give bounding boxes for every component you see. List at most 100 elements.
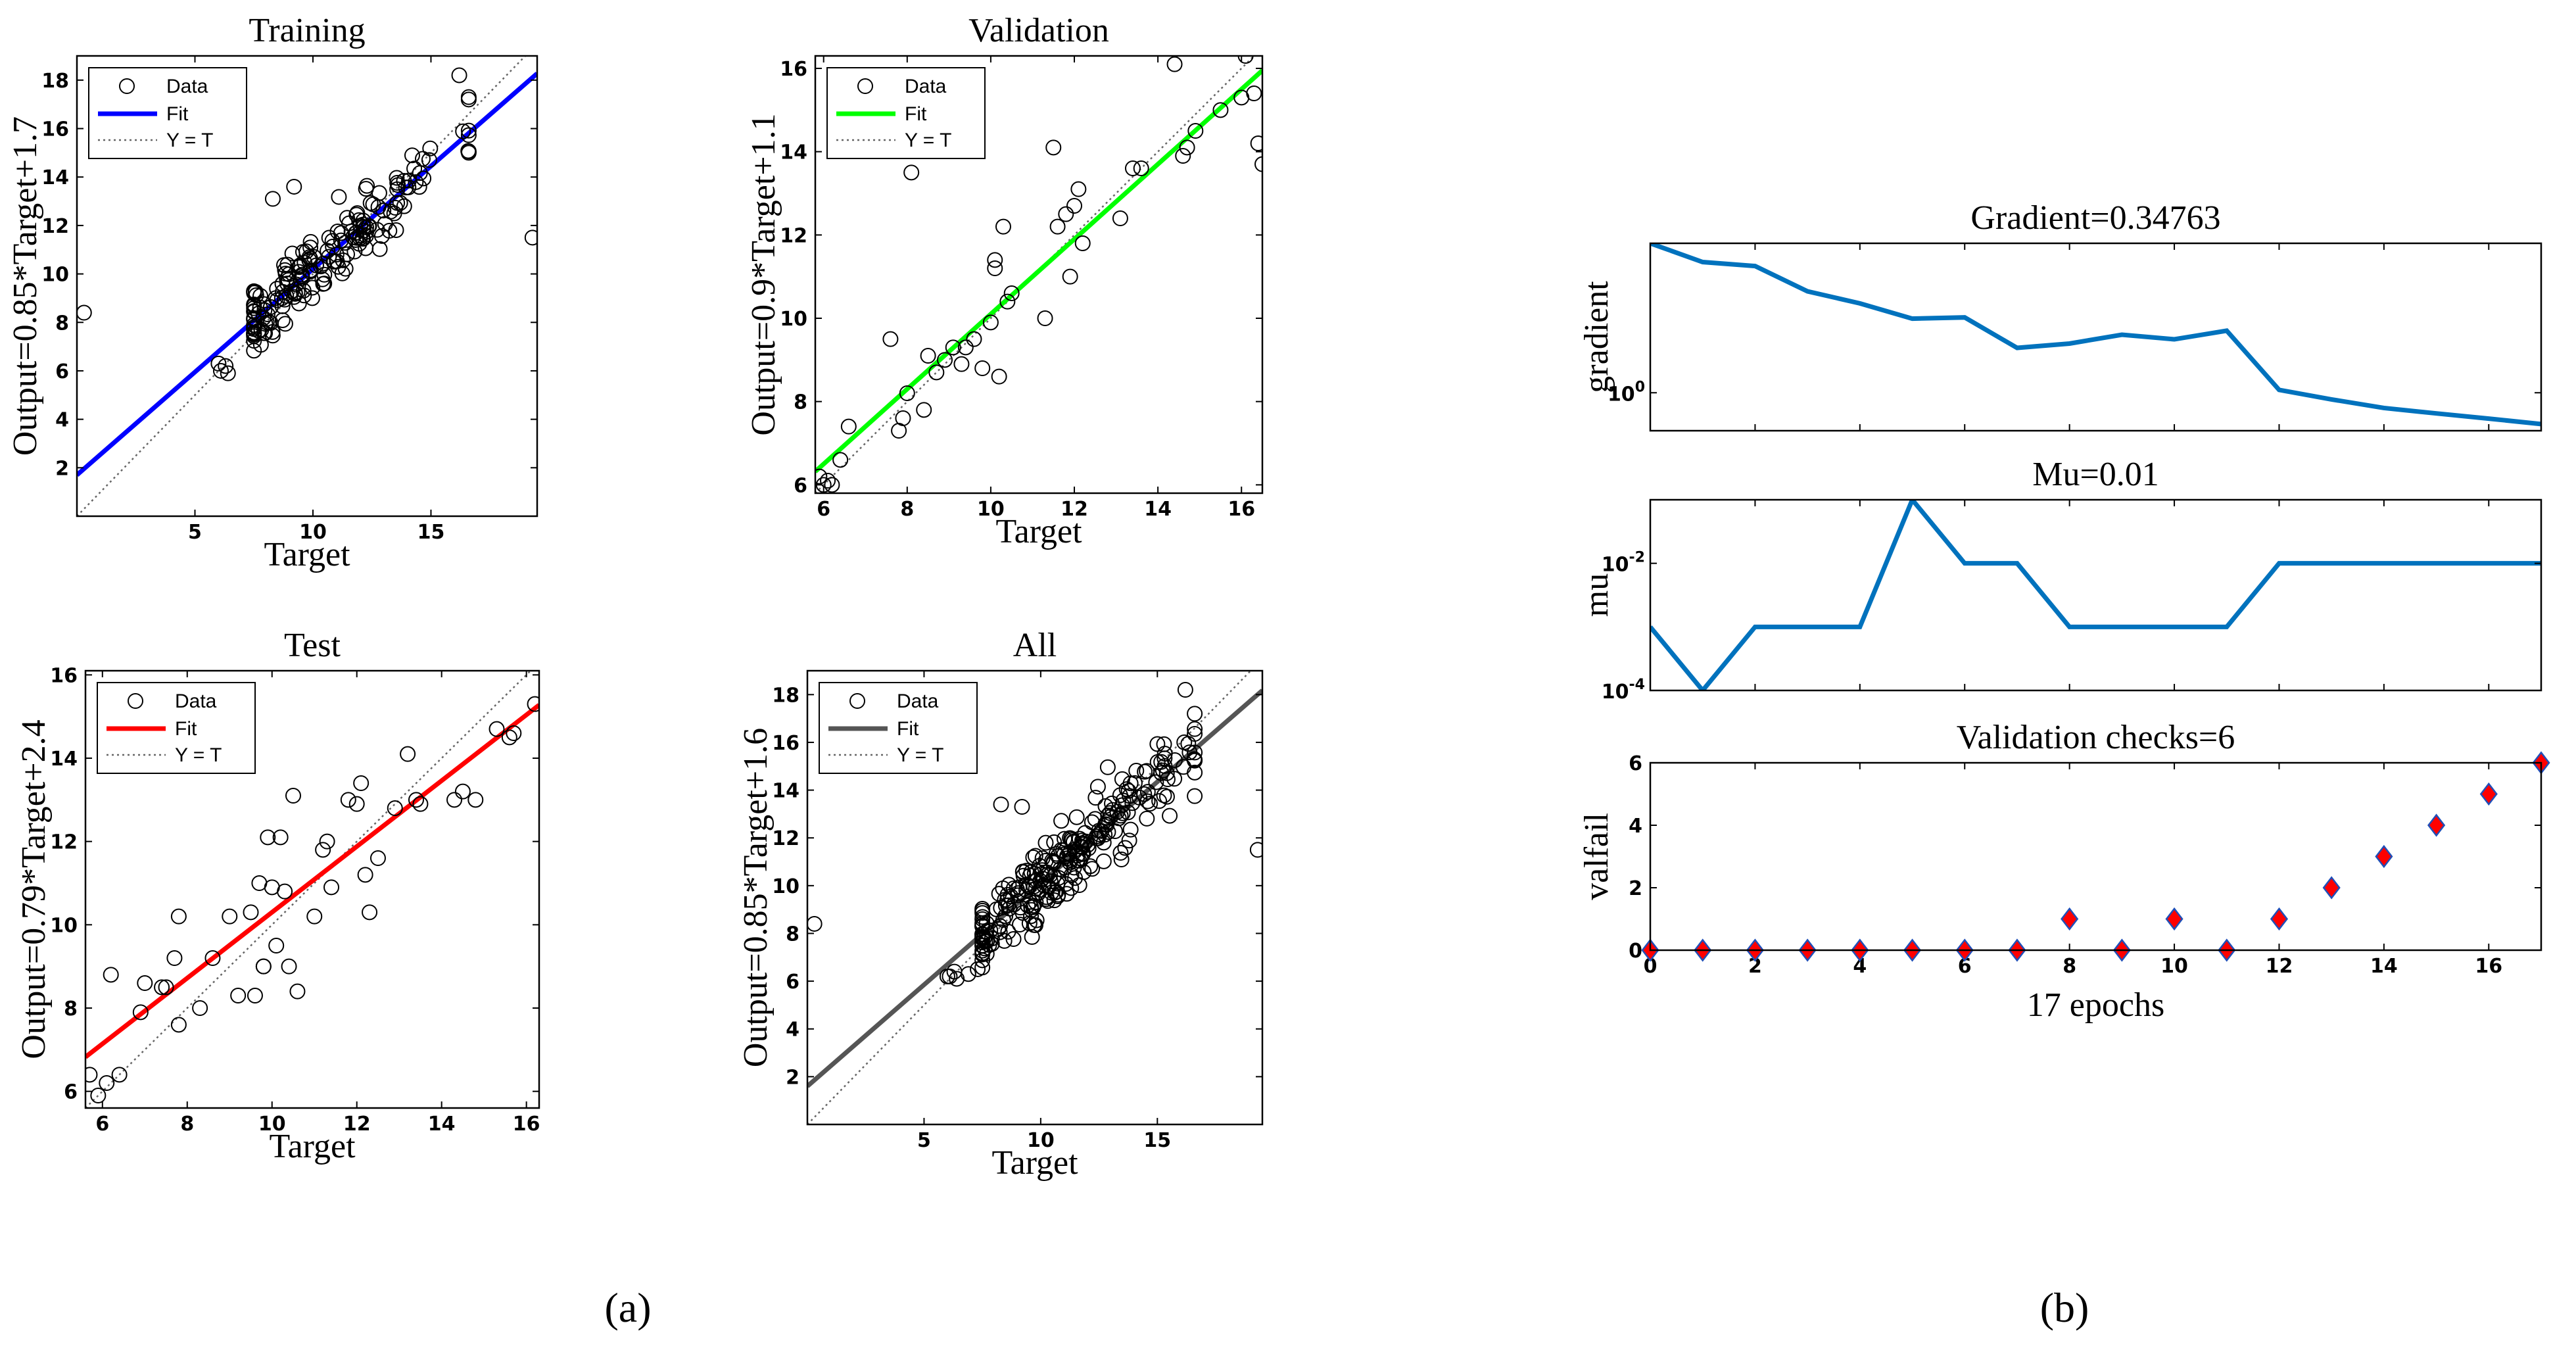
data-point [1249, 842, 1262, 858]
chart-validation: Validation Target Output=0.9*Target+1.1 6 8 1… [745, 12, 1264, 550]
data-point [1099, 813, 1115, 830]
legend-data-marker [857, 78, 873, 94]
data-point [993, 796, 1009, 813]
data-point [1157, 746, 1173, 762]
data-point [1070, 181, 1087, 197]
chart-title: Test [284, 627, 341, 664]
data-point [387, 800, 403, 816]
x-tick-label: 4 [1853, 955, 1867, 978]
x-tick-label: 5 [188, 521, 202, 544]
data-point [339, 210, 355, 226]
legend-identity-label: Y = T [175, 744, 222, 766]
data-point [1157, 750, 1173, 767]
data-point [987, 260, 1003, 276]
data-point [1010, 887, 1026, 904]
y-tick-label: 14 [41, 166, 69, 189]
y-axis-label: valfail [1578, 813, 1615, 900]
data-point [960, 966, 976, 982]
chart-title: Validation [968, 12, 1109, 49]
legend-data-marker [119, 78, 135, 94]
data-point [1175, 148, 1191, 164]
data-point [371, 241, 388, 257]
data-point [1166, 56, 1183, 72]
data-point [1102, 805, 1118, 821]
x-tick-label: 14 [2370, 955, 2398, 978]
data-point [408, 792, 424, 808]
data-point [401, 172, 417, 189]
data-point [945, 339, 961, 356]
y-axis-label: mu [1578, 573, 1615, 617]
data-point [246, 303, 262, 320]
data-point [158, 979, 174, 996]
data-point [286, 178, 302, 195]
y-tick-exp: -4 [1629, 677, 1645, 693]
data-point [1051, 869, 1067, 886]
data-point [387, 199, 404, 216]
legend-data-label: Data [905, 76, 947, 97]
data-point [304, 290, 320, 306]
legend: Data Fit Y = T [88, 67, 247, 159]
data-point [362, 195, 379, 211]
data-point [301, 249, 318, 266]
data-point [999, 293, 1016, 310]
caption-b: (b) [2040, 1284, 2089, 1331]
y-tick-label: 18 [41, 70, 69, 93]
data-point [1011, 879, 1028, 896]
data-point [1046, 892, 1062, 909]
axes-frame [84, 669, 540, 1109]
data-point [1041, 879, 1057, 895]
caption-a: (a) [604, 1284, 651, 1331]
data-point [260, 829, 276, 846]
data-point [882, 331, 899, 347]
data-point [222, 908, 238, 925]
x-axis-label: 17 epochs [2027, 986, 2164, 1024]
y-tick-label: 10-2 [1602, 550, 1645, 577]
y-tick-label: 2 [55, 457, 69, 480]
data-point [1139, 793, 1156, 809]
data-point [85, 1067, 98, 1083]
data-point [999, 892, 1015, 909]
y-tick-label: 16 [780, 58, 807, 81]
data-point [451, 67, 467, 84]
chart-all: All Target Output=0.85*Target+1.6 5 10 15 2 4 6 8… [737, 627, 1264, 1182]
y-tick-label: 10 [50, 914, 78, 937]
x-tick-label: 10 [299, 521, 327, 544]
y-axis-label: gradient [1578, 281, 1615, 393]
data-point [1065, 833, 1082, 850]
y-tick-label: 18 [772, 684, 799, 707]
data-point [1112, 210, 1128, 226]
data-point [306, 908, 323, 925]
data-point [506, 725, 522, 741]
data-point [264, 191, 281, 207]
data-point [1122, 821, 1139, 838]
data-point [286, 289, 302, 305]
data-point [1034, 850, 1051, 867]
data-point [454, 783, 471, 800]
data-point [1045, 139, 1062, 156]
data-point [1187, 721, 1203, 737]
data-point [987, 252, 1003, 268]
data-point [302, 239, 319, 256]
y-tick-label: 4 [1629, 815, 1642, 838]
y-tick-label: 12 [50, 831, 78, 854]
y-tick-label: 6 [1629, 752, 1642, 775]
data-point [1153, 754, 1170, 770]
x-tick-label: 8 [900, 498, 914, 521]
data-point [996, 932, 1013, 949]
chart-title: Training [249, 12, 365, 49]
data-point [192, 1000, 208, 1016]
data-point [246, 297, 262, 313]
data-point [1084, 861, 1101, 877]
x-tick-label: 8 [2063, 955, 2076, 978]
axes-frame [1649, 761, 2542, 952]
data-point [1148, 774, 1164, 790]
data-marker [2322, 876, 2341, 900]
data-point [337, 235, 354, 251]
data-point [340, 792, 356, 808]
data-point [1139, 784, 1156, 800]
data-point [974, 917, 991, 934]
x-tick-label: 12 [2266, 955, 2293, 978]
data-point [77, 304, 92, 321]
data-point [357, 867, 373, 883]
x-tick-label: 10 [258, 1113, 286, 1136]
